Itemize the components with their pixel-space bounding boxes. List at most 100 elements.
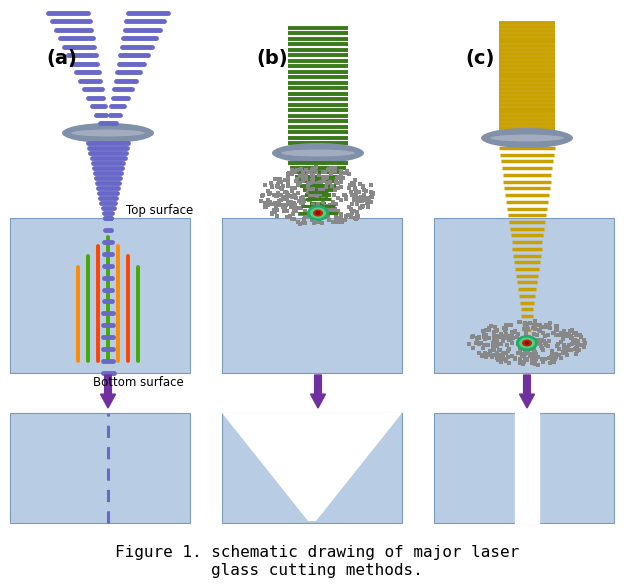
Point [504,344,514,353]
Point [510,354,520,363]
Point [280,175,290,185]
Point [315,176,325,185]
Point [569,328,579,338]
Point [357,202,367,211]
Point [537,343,547,352]
Point [328,206,338,215]
Point [510,327,520,336]
Point [551,352,561,362]
Point [324,178,335,187]
Point [368,189,378,198]
Point [316,176,326,186]
Point [333,217,343,226]
Point [333,206,343,215]
Point [367,192,377,202]
Point [499,324,509,333]
Point [260,181,270,190]
Point [529,320,539,330]
Text: Bottom surface: Bottom surface [93,376,184,389]
FancyArrow shape [100,375,116,408]
Point [271,206,281,215]
Point [295,209,305,219]
Point [299,196,309,206]
Point [265,179,276,188]
Point [532,338,542,348]
Point [349,192,359,202]
Point [269,190,279,199]
Point [540,339,551,349]
Point [308,189,318,199]
Point [281,207,291,216]
Point [551,321,561,330]
Point [335,213,345,223]
Point [354,187,364,196]
Point [302,212,312,221]
Point [503,352,513,362]
Point [346,212,356,222]
Point [492,333,502,343]
Point [501,330,511,339]
Point [358,202,368,211]
Point [317,173,327,183]
Point [309,218,319,228]
Point [551,330,561,340]
Point [522,355,532,364]
Point [548,358,558,367]
Point [318,168,328,177]
Point [318,198,328,207]
Point [358,197,368,206]
Point [523,348,533,358]
Point [297,164,307,173]
Point [513,329,523,339]
Point [565,345,575,355]
Point [523,340,533,349]
Point [488,333,498,342]
Bar [10,218,190,373]
Point [332,173,342,182]
Bar [434,218,614,373]
Point [351,214,361,223]
Point [345,188,356,197]
Point [523,345,533,354]
Point [286,192,297,202]
Point [554,345,565,354]
Point [293,218,304,227]
Point [270,174,280,183]
Point [304,196,314,205]
Point [504,333,514,342]
Bar [222,218,402,373]
Point [356,196,366,205]
Point [491,335,502,345]
Point [307,184,318,193]
Point [276,177,286,186]
Point [525,339,535,348]
Point [537,355,547,364]
Point [271,191,281,201]
Point [321,182,331,192]
Point [572,345,582,354]
Point [328,217,338,226]
FancyArrow shape [519,375,535,408]
Point [349,192,359,201]
Text: (c): (c) [465,48,495,68]
Point [307,190,318,199]
Point [538,345,548,355]
Point [537,322,547,331]
Point [363,194,373,203]
Point [519,343,530,353]
Point [510,327,520,336]
Point [352,213,362,222]
Point [315,190,325,199]
Point [552,326,563,335]
Point [276,195,286,205]
Point [330,205,340,214]
Point [273,182,283,192]
Point [308,176,318,185]
Point [481,330,491,339]
Point [356,196,366,206]
Point [288,191,298,200]
Point [481,330,491,339]
Point [573,345,584,355]
Point [562,331,572,340]
Point [551,326,561,335]
